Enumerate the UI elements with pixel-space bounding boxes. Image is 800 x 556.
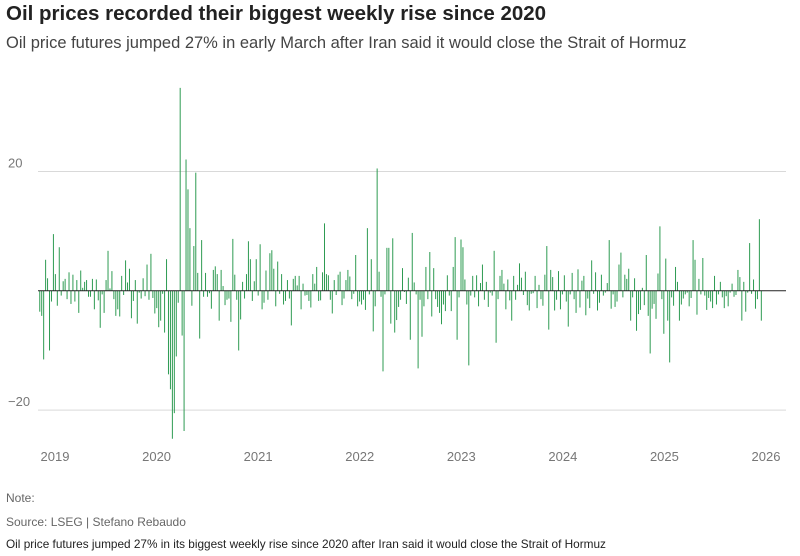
- chart-caption: Oil price futures jumped 27% in its bigg…: [6, 537, 606, 551]
- x-tick-label: 2023: [447, 449, 476, 464]
- weekly-change-bar-chart: 20 −20 2019 2020 2021 2022 2023 2024 2025 2026: [8, 87, 786, 464]
- chart-note: Note:: [6, 491, 35, 505]
- x-tick-label: 2020: [142, 449, 171, 464]
- x-tick-label: 2021: [244, 449, 273, 464]
- x-tick-label: 2022: [345, 449, 374, 464]
- x-tick-label: 2019: [41, 449, 70, 464]
- chart-subtitle: Oil price futures jumped 27% in early Ma…: [6, 34, 687, 52]
- x-tick-label: 2026: [752, 449, 781, 464]
- y-tick-label: 20: [8, 155, 22, 170]
- x-tick-label: 2025: [650, 449, 679, 464]
- chart-source: Source: LSEG | Stefano Rebaudo: [6, 515, 186, 529]
- chart-title: Oil prices recorded their biggest weekly…: [6, 2, 547, 25]
- x-tick-label: 2024: [548, 449, 577, 464]
- y-tick-label: −20: [8, 394, 30, 409]
